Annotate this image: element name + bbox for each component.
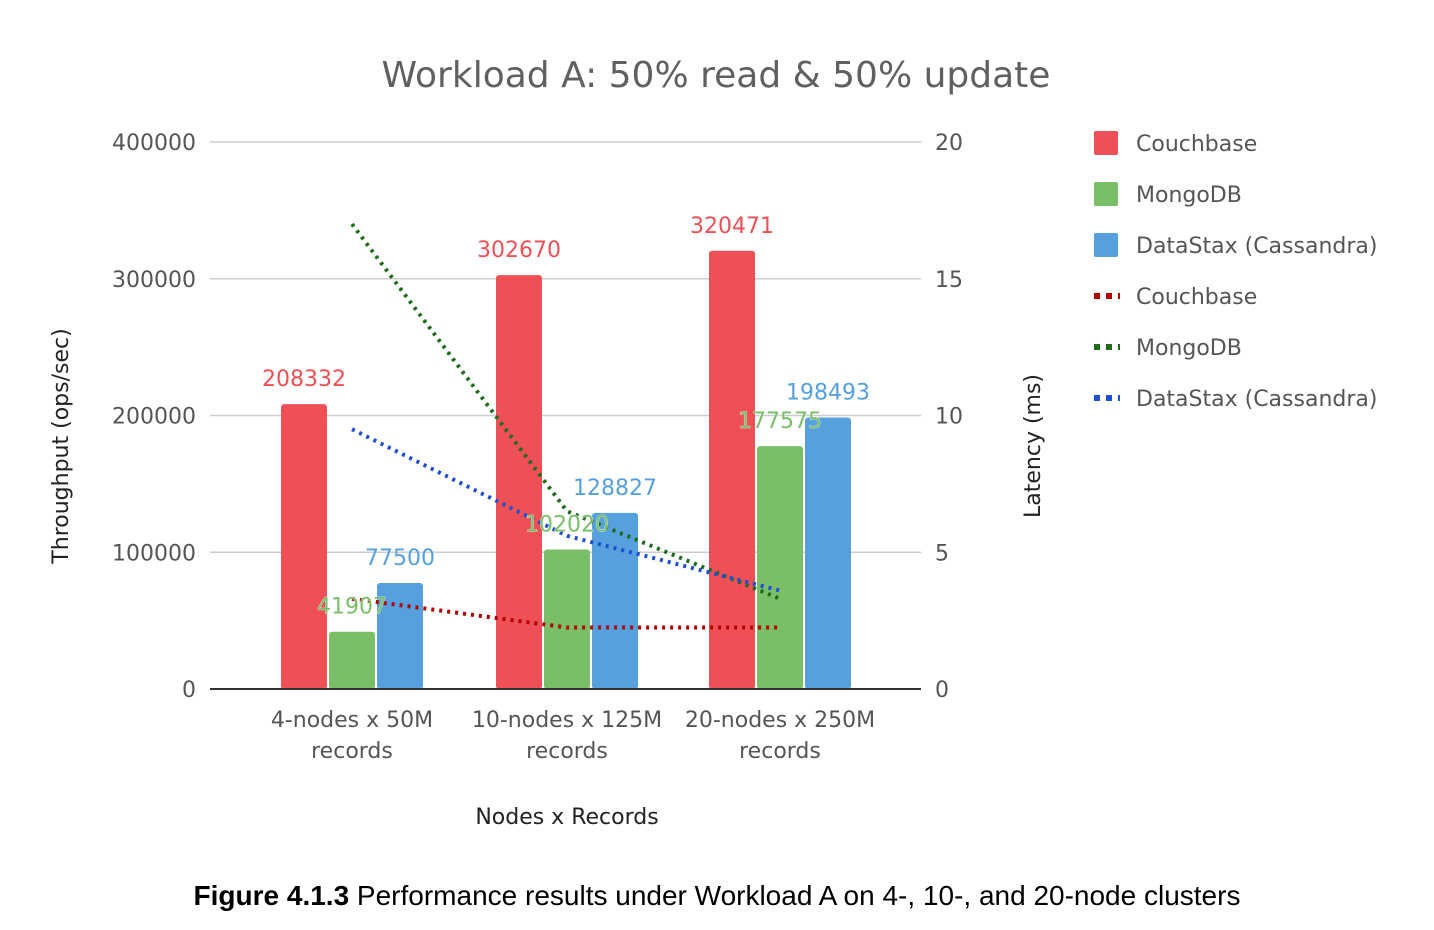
data-label: 320471	[690, 214, 774, 239]
y2-axis-label: Latency (ms)	[1021, 374, 1046, 518]
y2-tick-label: 15	[935, 268, 963, 293]
y-axis-right-ticks: 0 5 10 15 20	[935, 131, 963, 703]
legend: Couchbase MongoDB DataStax (Cassandra) Couc…	[1094, 131, 1377, 412]
trend-lines	[350, 222, 781, 630]
legend-item: DataStax (Cassandra)	[1136, 234, 1377, 259]
x-tick-label: records	[311, 739, 393, 764]
x-tick-label: 10-nodes x 125M	[472, 708, 662, 733]
bar-couchbase	[496, 275, 542, 689]
y2-tick-label: 10	[935, 405, 963, 430]
bar-datastax	[592, 512, 638, 689]
legend-swatch	[1094, 233, 1118, 257]
chart: Workload A: 50% read & 50% update 0 10000…	[49, 55, 1377, 830]
bar-mongodb	[329, 631, 375, 689]
bar-datastax	[805, 417, 851, 689]
legend-item: MongoDB	[1136, 336, 1242, 361]
trend-line-couchbase	[351, 596, 780, 630]
x-tick-label: 4-nodes x 50M	[271, 708, 433, 733]
data-label: 41907	[317, 595, 387, 620]
bar-couchbase	[709, 250, 755, 689]
y-tick-label: 400000	[112, 131, 196, 156]
legend-item: DataStax (Cassandra)	[1136, 387, 1377, 412]
data-label: 208332	[262, 367, 346, 392]
bar-couchbase	[281, 404, 327, 689]
y-tick-label: 100000	[112, 541, 196, 566]
data-label: 302670	[477, 238, 561, 263]
bar-datastax	[377, 583, 423, 689]
chart-title: Workload A: 50% read & 50% update	[382, 55, 1051, 96]
caption-text: Performance results under Workload A on …	[349, 880, 1241, 911]
data-label: 177575	[738, 409, 822, 434]
bar-mongodb	[544, 549, 590, 689]
bar-mongodb	[757, 446, 803, 689]
x-tick-label: 20-nodes x 250M	[685, 708, 875, 733]
y-tick-label: 200000	[112, 405, 196, 430]
x-tick-label: records	[526, 739, 608, 764]
data-labels: 208332 302670 320471 41907 102020 177575 77500…	[262, 213, 871, 620]
data-label: 128827	[573, 476, 657, 501]
x-tick-label: records	[739, 739, 821, 764]
y-axis-left-ticks: 0 100000 200000 300000 400000	[112, 131, 196, 703]
y2-tick-label: 5	[935, 541, 949, 566]
x-axis-label: Nodes x Records	[475, 805, 658, 830]
y2-tick-label: 20	[935, 131, 963, 156]
y-tick-label: 0	[182, 678, 196, 703]
data-label: 102020	[525, 512, 609, 537]
y2-tick-label: 0	[935, 678, 949, 703]
data-label: 77500	[365, 546, 435, 571]
figure-caption: Figure 4.1.3 Performance results under W…	[0, 880, 1434, 912]
data-label: 198493	[786, 381, 870, 406]
trend-line-datastax	[351, 427, 781, 593]
y-tick-label: 300000	[112, 268, 196, 293]
legend-item: MongoDB	[1136, 183, 1242, 208]
legend-swatch	[1094, 182, 1118, 206]
legend-item: Couchbase	[1136, 132, 1257, 157]
y-axis-label: Throughput (ops/sec)	[49, 328, 74, 564]
x-axis-ticks: 4-nodes x 50M records 10-nodes x 125M recor…	[271, 708, 875, 764]
legend-swatch	[1094, 131, 1118, 155]
legend-item: Couchbase	[1136, 285, 1257, 310]
caption-label: Figure 4.1.3	[193, 880, 350, 911]
bars	[281, 250, 851, 689]
